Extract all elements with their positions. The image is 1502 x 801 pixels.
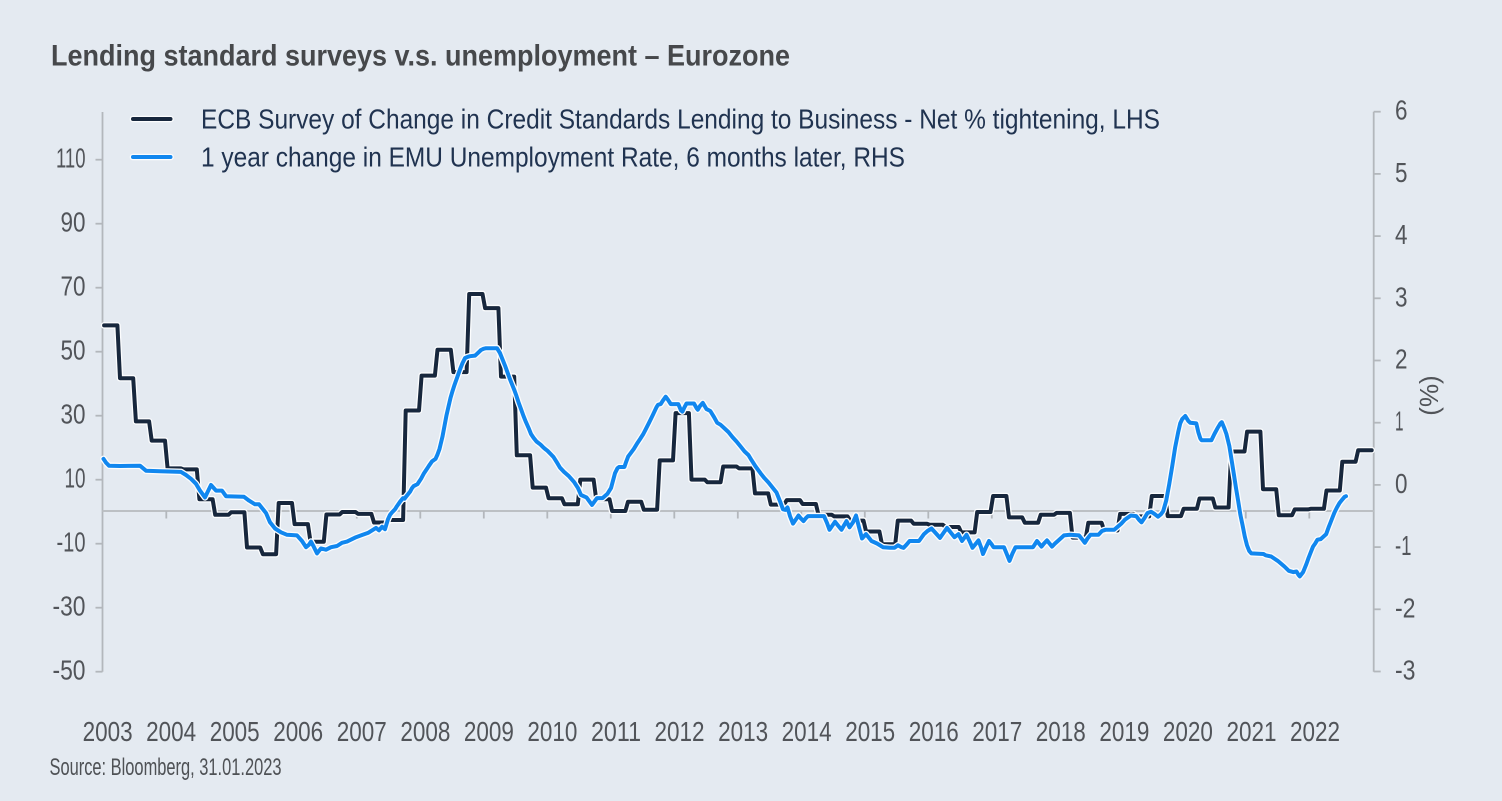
svg-text:2008: 2008 xyxy=(400,716,450,747)
svg-text:70: 70 xyxy=(61,271,86,302)
svg-text:2005: 2005 xyxy=(210,716,260,747)
svg-text:4: 4 xyxy=(1395,219,1408,250)
svg-text:30: 30 xyxy=(61,399,86,430)
svg-text:-30: -30 xyxy=(53,591,86,622)
svg-text:-10: -10 xyxy=(57,527,86,558)
svg-text:2010: 2010 xyxy=(527,716,577,747)
svg-text:2017: 2017 xyxy=(972,716,1022,747)
svg-text:Source: Bloomberg, 31.01.2023: Source: Bloomberg, 31.01.2023 xyxy=(50,754,282,781)
svg-text:2006: 2006 xyxy=(273,716,323,747)
svg-text:3: 3 xyxy=(1395,281,1408,312)
svg-text:2: 2 xyxy=(1395,344,1408,375)
svg-text:90: 90 xyxy=(61,207,86,238)
svg-text:2013: 2013 xyxy=(718,716,768,747)
svg-text:2014: 2014 xyxy=(782,716,832,747)
svg-text:6: 6 xyxy=(1395,95,1408,126)
svg-text:2007: 2007 xyxy=(337,716,387,747)
svg-text:2009: 2009 xyxy=(464,716,514,747)
svg-text:2003: 2003 xyxy=(83,716,133,747)
svg-text:-2: -2 xyxy=(1395,592,1416,623)
svg-text:2016: 2016 xyxy=(909,716,959,747)
svg-text:2022: 2022 xyxy=(1290,716,1340,747)
svg-text:5: 5 xyxy=(1395,157,1408,188)
svg-text:2019: 2019 xyxy=(1099,716,1149,747)
svg-text:2020: 2020 xyxy=(1163,716,1213,747)
svg-text:2011: 2011 xyxy=(591,716,641,747)
svg-text:10: 10 xyxy=(65,463,86,494)
svg-text:-3: -3 xyxy=(1395,655,1416,686)
svg-text:-1: -1 xyxy=(1395,530,1412,561)
svg-text:110: 110 xyxy=(56,143,86,174)
svg-text:0: 0 xyxy=(1395,468,1408,499)
svg-text:1: 1 xyxy=(1395,406,1404,437)
svg-text:2018: 2018 xyxy=(1036,716,1086,747)
svg-text:2004: 2004 xyxy=(146,716,196,747)
svg-text:-50: -50 xyxy=(53,655,86,686)
svg-text:(%): (%) xyxy=(1414,375,1444,415)
svg-text:1 year change in EMU Unemploym: 1 year change in EMU Unemployment Rate, … xyxy=(201,142,905,173)
svg-text:Lending standard surveys v.s.: Lending standard surveys v.s. unemployme… xyxy=(51,40,790,73)
svg-text:2012: 2012 xyxy=(655,716,705,747)
svg-text:2021: 2021 xyxy=(1227,716,1277,747)
svg-text:ECB Survey of Change in Credit: ECB Survey of Change in Credit Standards… xyxy=(201,104,1160,135)
svg-text:2015: 2015 xyxy=(845,716,895,747)
svg-text:50: 50 xyxy=(61,335,86,366)
